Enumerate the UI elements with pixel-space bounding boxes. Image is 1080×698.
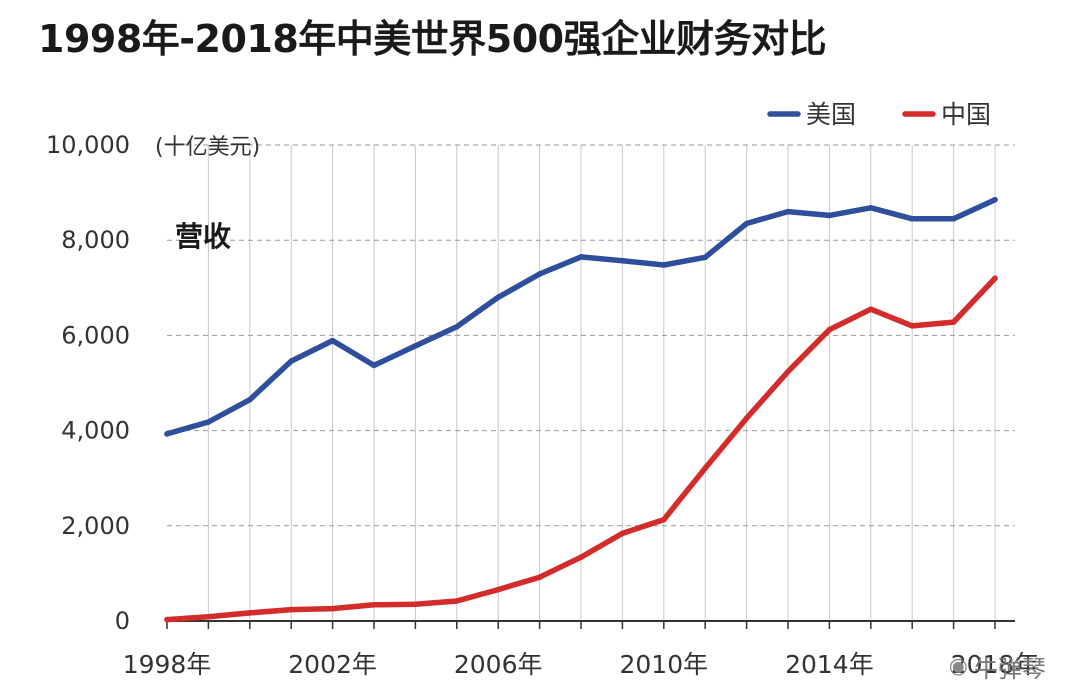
data-point	[371, 362, 377, 369]
data-point	[164, 616, 170, 623]
data-point	[702, 254, 708, 261]
legend: 美国 中国	[767, 100, 991, 129]
wechat-icon: ◉	[948, 654, 968, 679]
data-point	[702, 465, 708, 472]
y-unit-label: (十亿美元)	[155, 135, 260, 160]
data-point	[619, 257, 626, 264]
data-point	[495, 294, 502, 301]
y-tick-label: 2,000	[61, 512, 130, 540]
data-point	[495, 586, 502, 593]
series-lines	[164, 196, 998, 623]
data-point	[578, 554, 584, 561]
data-point	[247, 396, 253, 403]
chart-title: 1998年-2018年中美世界500强企业财务对比	[38, 17, 827, 61]
data-point	[909, 323, 915, 329]
data-point	[371, 602, 377, 608]
y-tick-label: 10,000	[46, 131, 130, 159]
data-point	[785, 208, 791, 215]
y-tick-label: 8,000	[61, 226, 130, 254]
data-point	[661, 262, 667, 268]
data-point	[578, 254, 584, 260]
x-tick-label: 1998年	[123, 650, 212, 679]
data-point	[288, 358, 295, 364]
y-tick-label: 0	[115, 607, 130, 635]
data-point	[536, 271, 543, 277]
legend-label: 美国	[806, 100, 856, 129]
data-point	[992, 196, 998, 203]
data-point	[247, 610, 253, 616]
watermark: ◉ 牛弹琴	[949, 649, 1046, 684]
data-point	[743, 415, 750, 422]
data-point	[868, 306, 874, 313]
legend-label: 中国	[941, 100, 991, 129]
x-tick-label: 2006年	[454, 650, 543, 679]
data-point	[288, 606, 295, 613]
data-point	[868, 205, 874, 211]
y-tick-label: 6,000	[61, 321, 130, 349]
data-point	[454, 598, 460, 604]
data-point	[661, 516, 667, 523]
x-tick-label: 2014年	[785, 650, 874, 679]
x-tick-label: 2018年	[951, 650, 1040, 679]
data-point	[826, 326, 833, 333]
data-point	[412, 343, 419, 349]
grid-lines	[167, 144, 1015, 621]
revenue-annotation: 营收	[175, 220, 231, 253]
axes: 0 2,000 4,000 6,000 8,000 10,000 1998年 2002年 200…	[46, 131, 1039, 679]
data-point	[950, 215, 957, 222]
x-tick-label: 2002年	[288, 650, 377, 679]
y-tick-label: 4,000	[61, 417, 130, 445]
data-point	[329, 605, 336, 612]
data-point	[950, 319, 957, 325]
data-point	[164, 431, 170, 437]
data-point	[536, 574, 543, 581]
data-point	[826, 212, 833, 219]
data-point	[619, 530, 626, 537]
data-point	[329, 337, 336, 344]
watermark-text: 牛弹琴	[974, 655, 1046, 683]
data-point	[205, 613, 212, 620]
x-tick-label: 2010年	[619, 650, 708, 679]
data-point	[743, 220, 750, 227]
data-point	[785, 368, 791, 375]
data-point	[909, 215, 915, 222]
data-point	[412, 601, 419, 608]
data-point	[205, 419, 212, 425]
data-point	[992, 275, 998, 282]
data-point	[454, 324, 460, 330]
